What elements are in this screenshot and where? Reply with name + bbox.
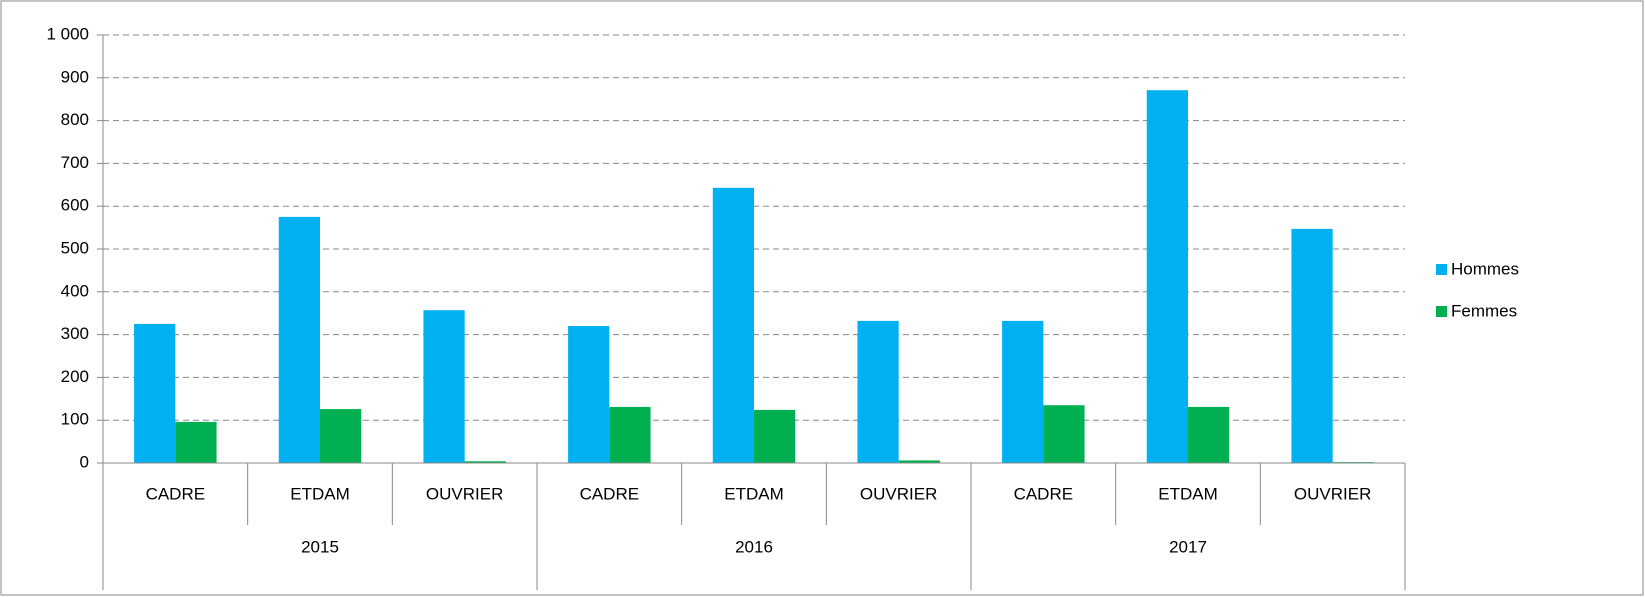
bar [754,409,796,463]
legend-swatch [1436,306,1447,317]
bar [134,323,176,463]
x-tick-label: CADRE [146,484,206,503]
legend-swatch [1436,264,1447,275]
x-tick-label: CADRE [1014,484,1074,503]
x-tick-label: OUVRIER [860,484,937,503]
y-tick-label: 500 [61,238,89,257]
group-label: 2015 [301,537,339,556]
y-tick-label: 900 [61,67,89,86]
y-tick-label: 0 [80,452,89,471]
bar [1188,406,1230,463]
y-tick-label: 100 [61,410,89,429]
bar [898,460,940,463]
x-tick-label: ETDAM [290,484,350,503]
y-tick-label: 200 [61,367,89,386]
y-tick-label: 800 [61,110,89,129]
y-tick-label: 1 000 [46,24,89,43]
bar [278,216,320,463]
bar [712,187,754,463]
x-tick-label: OUVRIER [426,484,503,503]
legend-label: Femmes [1451,301,1517,320]
bar [423,310,465,463]
x-tick-label: CADRE [580,484,640,503]
group-label: 2016 [735,537,773,556]
bar [1043,405,1085,463]
x-tick-label: OUVRIER [1294,484,1371,503]
bar [857,320,899,463]
legend-label: Hommes [1451,259,1519,278]
bar [1146,90,1188,463]
bar [568,326,610,463]
group-label: 2017 [1169,537,1207,556]
bar [1002,320,1044,463]
bar [175,421,217,463]
x-tick-label: ETDAM [724,484,784,503]
x-tick-label: ETDAM [1158,484,1218,503]
bar [320,409,362,463]
bar [609,406,651,463]
bar [1291,228,1333,463]
y-tick-label: 600 [61,196,89,215]
y-tick-label: 400 [61,281,89,300]
y-tick-label: 700 [61,153,89,172]
y-tick-label: 300 [61,324,89,343]
bar [464,461,506,463]
